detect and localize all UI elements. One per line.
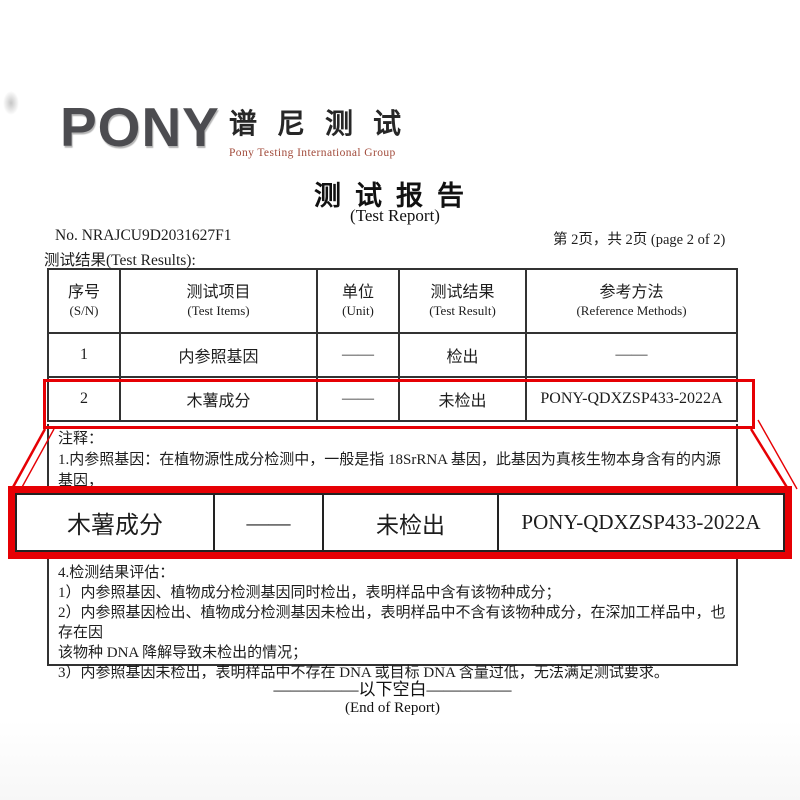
- evaluation-line: 1）内参照基因、植物成分检测基因同时检出，表明样品中含有该物种成分；: [58, 585, 561, 601]
- table-row: 1 内参照基因 —— 检出 ——: [47, 332, 738, 378]
- report-title-english: (Test Report): [350, 206, 440, 225]
- results-section-label: 测试结果(Test Results):: [44, 252, 196, 269]
- evaluation-section: 4.检测结果评估： 1）内参照基因、植物成分检测基因同时检出，表明样品中含有该物…: [47, 556, 738, 681]
- scan-smudge: [3, 91, 19, 115]
- evaluation-line: 2）内参照基因检出、植物成分检测基因未检出，表明样品中不含有该物种成分，在深加工…: [58, 605, 726, 641]
- pony-logo: PONY: [60, 96, 220, 158]
- callout-result: 未检出: [324, 495, 499, 550]
- report-title: 测试报告: [314, 181, 478, 211]
- callout-method: PONY-QDXZSP433-2022A: [521, 510, 761, 534]
- logo-english-name: Pony Testing International Group: [229, 147, 396, 159]
- cell-sn: 2: [47, 376, 121, 422]
- cell-sn: 1: [47, 332, 121, 378]
- highlight-row-box: [43, 379, 755, 429]
- evaluation-heading: 4.检测结果评估：: [58, 565, 175, 581]
- cell-result: 未检出: [398, 376, 527, 422]
- notes-line: 1.内参照基因：在植物源性成分检测中，一般是指 18SrRNA 基因，此基因为真…: [58, 452, 721, 489]
- callout-unit: ——: [215, 495, 324, 550]
- evaluation-line: 3）内参照基因未检出，表明样品中不存在 DNA 或目标 DNA 含量过低，无法满…: [58, 665, 669, 681]
- callout-item: 木薯成分: [17, 495, 215, 550]
- report-number: No. NRAJCU9D2031627F1: [55, 227, 232, 244]
- cell-item: 木薯成分: [119, 376, 318, 422]
- end-of-report-english: (End of Report): [345, 700, 440, 716]
- results-table: 序号 (S/N) 测试项目 (Test Items) 单位 (Unit) 测试结果 (T…: [47, 268, 738, 422]
- page-indicator: 第 2页，共 2页 (page 2 of 2): [553, 232, 726, 248]
- cell-item: 内参照基因: [119, 332, 318, 378]
- table-header-row: 序号 (S/N) 测试项目 (Test Items) 单位 (Unit) 测试结果 (T…: [47, 268, 738, 334]
- header-item: 测试项目 (Test Items): [119, 268, 318, 334]
- end-of-report-chinese: —————以下空白—————: [273, 680, 512, 699]
- cell-method: ——: [525, 332, 738, 378]
- notes-heading: 注释：: [58, 431, 104, 447]
- table-row: 2 木薯成分 —— 未检出 PONY-QDXZSP433-2022A: [47, 376, 738, 422]
- logo-chinese-name: 谱尼测试: [229, 108, 422, 139]
- cell-result: 检出: [398, 332, 527, 378]
- cell-unit: ——: [316, 332, 400, 378]
- header-result: 测试结果 (Test Result): [398, 268, 527, 334]
- header-method: 参考方法 (Reference Methods): [525, 268, 738, 334]
- cell-method: PONY-QDXZSP433-2022A: [525, 376, 738, 422]
- header-sn: 序号 (S/N): [47, 268, 121, 334]
- callout-table: 木薯成分 —— 未检出 PONY-QDXZSP433-2022A: [15, 493, 785, 552]
- magnified-result-callout: 木薯成分 —— 未检出 PONY-QDXZSP433-2022A: [8, 486, 792, 559]
- evaluation-line: 该物种 DNA 降解导致未检出的情况；: [58, 645, 308, 661]
- header-unit: 单位 (Unit): [316, 268, 400, 334]
- cell-unit: ——: [316, 376, 400, 422]
